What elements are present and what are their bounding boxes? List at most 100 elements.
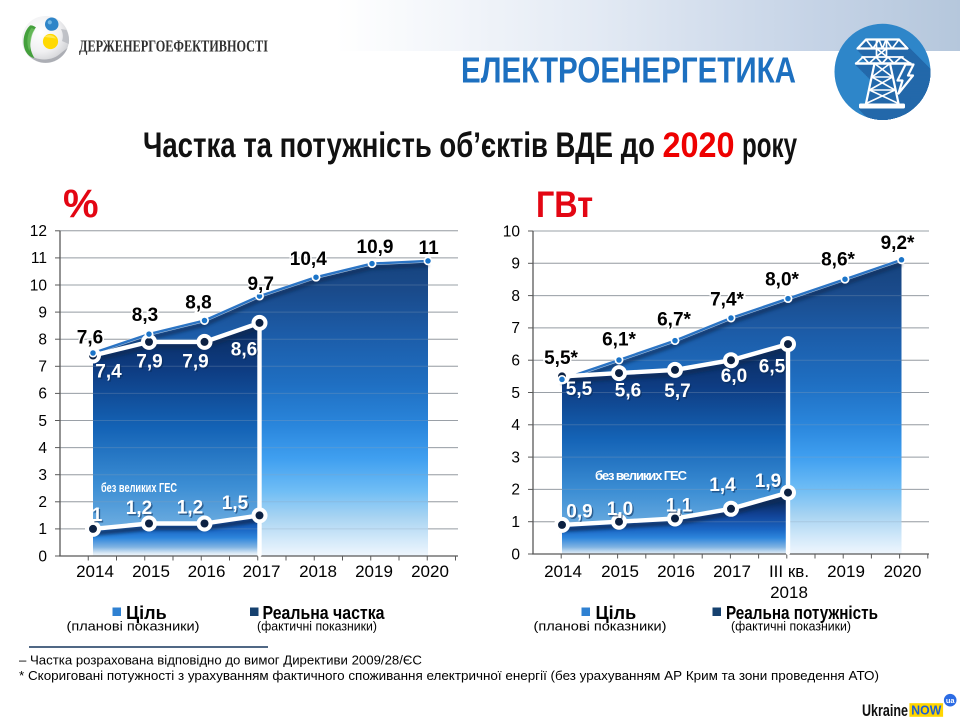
svg-text:7,4*: 7,4* [710, 290, 744, 311]
svg-text:6,1*: 6,1* [602, 330, 636, 351]
svg-text:Реальна потужність: Реальна потужність [726, 603, 878, 623]
svg-text:Реальна частка: Реальна частка [263, 603, 386, 623]
svg-text:ua: ua [946, 696, 956, 705]
svg-text:1,0: 1,0 [608, 500, 634, 521]
svg-text:2020: 2020 [411, 562, 449, 581]
svg-text:0: 0 [511, 546, 520, 563]
svg-text:2017: 2017 [243, 562, 281, 581]
svg-text:8,8: 8,8 [185, 292, 211, 313]
svg-text:12: 12 [30, 223, 47, 240]
svg-text:2017: 2017 [713, 562, 751, 581]
svg-text:4: 4 [38, 440, 47, 457]
svg-text:5,7: 5,7 [666, 382, 692, 403]
svg-text:5,6: 5,6 [616, 382, 642, 403]
svg-text:8: 8 [511, 288, 520, 305]
svg-text:2016: 2016 [188, 562, 226, 581]
svg-text:7,9: 7,9 [136, 352, 162, 373]
svg-text:7: 7 [511, 320, 520, 337]
svg-text:III кв.: III кв. [769, 562, 809, 581]
svg-text:8,6: 8,6 [231, 340, 257, 361]
svg-text:10,4: 10,4 [290, 249, 327, 270]
svg-text:8,0*: 8,0* [765, 270, 799, 291]
svg-text:6,0: 6,0 [721, 366, 747, 387]
svg-text:1,5: 1,5 [222, 493, 249, 514]
svg-text:1,4: 1,4 [711, 476, 738, 497]
svg-text:Ukraine: Ukraine [862, 701, 908, 720]
svg-text:NOW: NOW [911, 703, 941, 717]
svg-text:5,5: 5,5 [567, 380, 594, 401]
svg-text:8,6: 8,6 [232, 341, 258, 362]
svg-text:6: 6 [38, 386, 47, 403]
svg-text:1: 1 [93, 506, 104, 527]
svg-text:5: 5 [511, 385, 520, 402]
svg-text:6,0: 6,0 [722, 367, 748, 388]
svg-text:Ціль: Ціль [596, 603, 637, 623]
svg-text:без великих ГЕС: без великих ГЕС [101, 480, 177, 495]
svg-text:8,3: 8,3 [132, 305, 158, 326]
svg-text:9,2*: 9,2* [881, 233, 915, 254]
svg-text:2016: 2016 [657, 562, 695, 581]
svg-text:6: 6 [511, 353, 520, 370]
svg-text:9: 9 [38, 304, 47, 321]
svg-text:2: 2 [511, 482, 520, 499]
svg-text:%: % [63, 182, 99, 226]
svg-text:2020: 2020 [884, 562, 922, 581]
svg-text:(фактичні показники): (фактичні показники) [257, 619, 377, 634]
svg-text:6,5: 6,5 [760, 358, 787, 379]
svg-text:2018: 2018 [770, 583, 808, 602]
svg-text:3: 3 [511, 449, 520, 466]
svg-text:10: 10 [30, 277, 48, 294]
svg-text:(фактичні показники): (фактичні показники) [731, 619, 851, 634]
svg-text:ЕЛЕКТРОЕНЕРГЕТИКА: ЕЛЕКТРОЕНЕРГЕТИКА [461, 50, 796, 91]
svg-text:0,9: 0,9 [568, 503, 594, 524]
svg-text:2014: 2014 [544, 562, 582, 581]
svg-text:3: 3 [38, 467, 47, 484]
svg-text:2014: 2014 [76, 562, 114, 581]
svg-text:Частка та потужність об’єктів: Частка та потужність об’єктів ВДЕ до [143, 126, 655, 165]
svg-text:ДЕРЖЕНЕРГОЕФЕКТИВНОСТІ: ДЕРЖЕНЕРГОЕФЕКТИВНОСТІ [79, 37, 268, 56]
svg-text:8,6*: 8,6* [821, 250, 855, 271]
svg-text:Ціль: Ціль [126, 603, 167, 623]
svg-text:1: 1 [92, 505, 103, 526]
svg-text:5,7: 5,7 [664, 381, 690, 402]
svg-text:5,6: 5,6 [615, 381, 641, 402]
svg-text:4: 4 [511, 417, 520, 434]
svg-text:10: 10 [503, 223, 521, 240]
svg-text:1,9: 1,9 [755, 471, 781, 492]
svg-text:0,9: 0,9 [566, 502, 592, 523]
svg-text:1,1: 1,1 [666, 496, 693, 517]
svg-text:10,9: 10,9 [357, 237, 394, 258]
svg-text:2015: 2015 [601, 562, 639, 581]
svg-text:1,1: 1,1 [667, 497, 694, 518]
svg-text:2: 2 [38, 494, 47, 511]
svg-text:8: 8 [38, 332, 47, 349]
svg-text:7,9: 7,9 [182, 352, 208, 373]
svg-text:1,9: 1,9 [756, 472, 782, 493]
svg-text:ГВт: ГВт [536, 184, 593, 225]
svg-text:11: 11 [419, 238, 440, 259]
svg-text:2018: 2018 [299, 562, 337, 581]
svg-text:1,5: 1,5 [223, 494, 250, 515]
svg-text:1,2: 1,2 [127, 499, 153, 520]
svg-text:2019: 2019 [827, 562, 865, 581]
svg-text:року: року [742, 126, 797, 165]
svg-text:6,7*: 6,7* [657, 310, 691, 331]
svg-text:1,2: 1,2 [126, 498, 152, 519]
svg-text:2019: 2019 [355, 562, 393, 581]
svg-text:6,5: 6,5 [759, 357, 786, 378]
svg-text:7,4: 7,4 [95, 362, 122, 383]
svg-text:без великих ГЕС: без великих ГЕС [595, 468, 688, 483]
svg-text:5,5*: 5,5* [544, 348, 578, 369]
svg-text:1,4: 1,4 [709, 475, 736, 496]
svg-text:7,4: 7,4 [97, 363, 124, 384]
svg-text:11: 11 [31, 250, 47, 267]
svg-text:2020: 2020 [663, 126, 735, 165]
svg-text:1,2: 1,2 [177, 498, 203, 519]
svg-text:(планові показники): (планові показники) [534, 619, 667, 634]
svg-text:1,0: 1,0 [607, 499, 633, 520]
svg-text:1: 1 [511, 514, 520, 531]
svg-text:(планові показники): (планові показники) [67, 619, 200, 634]
svg-text:9: 9 [511, 256, 520, 273]
svg-text:1,2: 1,2 [178, 499, 204, 520]
svg-text:2015: 2015 [132, 562, 170, 581]
